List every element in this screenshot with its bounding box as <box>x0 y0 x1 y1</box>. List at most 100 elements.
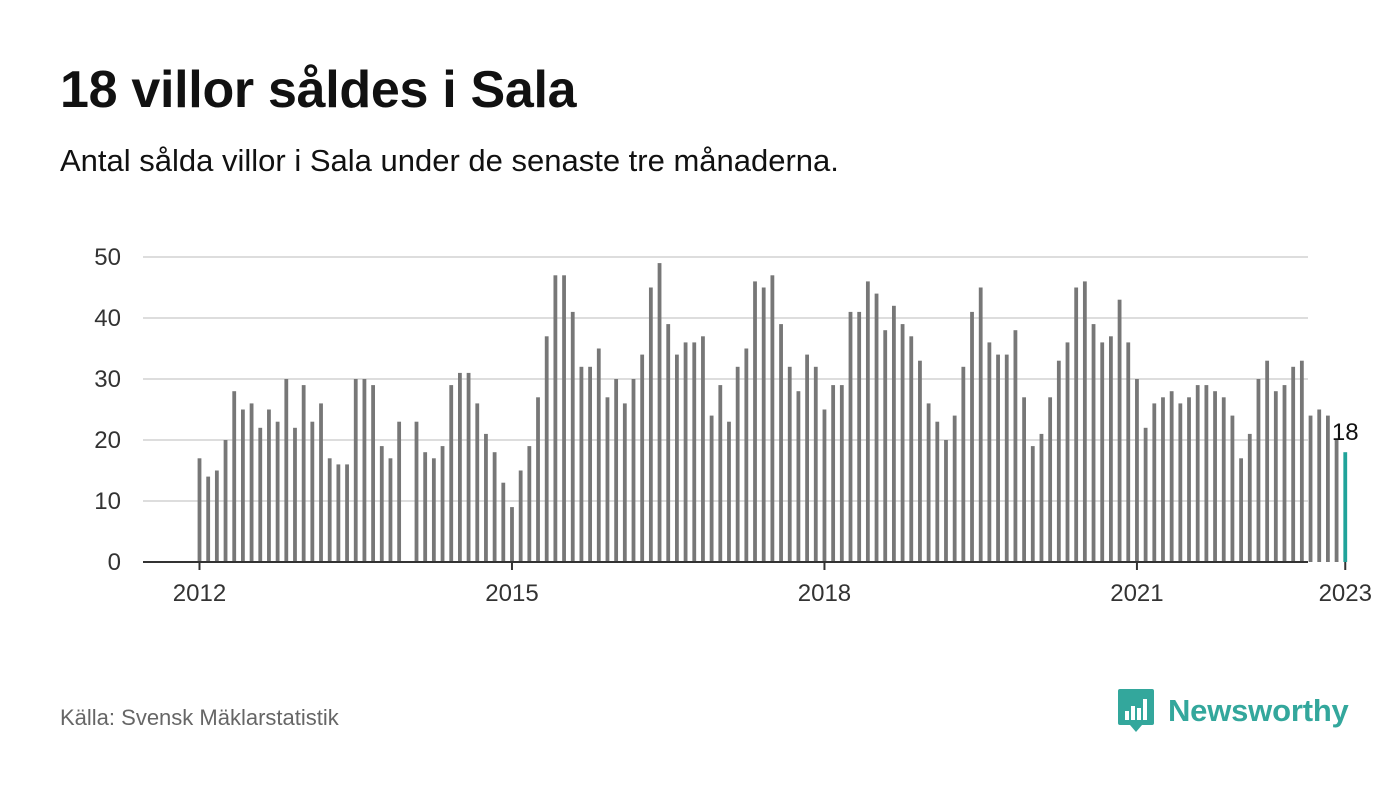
bar <box>232 391 237 562</box>
bar <box>813 366 818 562</box>
bar <box>1161 397 1165 562</box>
bar <box>397 421 402 562</box>
bar <box>336 464 341 562</box>
y-tick-label: 0 <box>108 549 121 576</box>
bar <box>562 275 566 562</box>
bar <box>1004 354 1009 562</box>
bar <box>735 366 740 562</box>
x-tick-label: 2021 <box>1110 580 1163 607</box>
bar <box>1308 415 1313 562</box>
bar <box>1256 379 1261 562</box>
bar-chart-speech-bubble-icon <box>1118 689 1154 732</box>
bar <box>1013 330 1018 562</box>
bar <box>214 470 219 562</box>
bar <box>241 409 245 562</box>
bar <box>544 336 549 562</box>
bar <box>249 403 254 562</box>
highlight-value-label: 18 <box>1332 419 1359 446</box>
bar <box>1048 397 1053 562</box>
bar <box>683 342 688 562</box>
bar <box>267 409 271 562</box>
data-labels: 18 <box>1332 419 1359 446</box>
bar <box>1195 385 1200 562</box>
bar <box>1065 342 1070 562</box>
bar-chart: 0 10 20 30 40 50 2012 2015 2018 2021 2023 18 <box>94 244 1372 607</box>
bar <box>805 354 809 562</box>
bar <box>501 482 506 562</box>
bar <box>223 440 228 562</box>
bar <box>1152 403 1157 562</box>
bar <box>310 421 315 562</box>
bar <box>892 305 896 562</box>
bar <box>909 336 914 562</box>
bar <box>1030 446 1035 562</box>
bar <box>796 391 801 562</box>
bars <box>197 263 1348 562</box>
bar <box>692 342 697 562</box>
x-tick-label: 2012 <box>173 580 226 607</box>
bar <box>579 366 584 562</box>
bar <box>518 470 523 562</box>
x-tick-label: 2015 <box>485 580 538 607</box>
bar <box>831 385 836 562</box>
bar <box>666 324 671 562</box>
bar <box>1022 397 1026 562</box>
bar <box>822 409 827 562</box>
bar <box>900 324 905 562</box>
bar <box>605 397 610 562</box>
bar <box>1135 379 1139 562</box>
bar <box>631 379 636 562</box>
bar <box>1282 385 1287 562</box>
bar <box>987 342 992 562</box>
bar <box>1082 281 1087 562</box>
y-tick-label: 40 <box>94 305 121 332</box>
y-tick-label: 20 <box>94 427 121 454</box>
highlight-bar <box>1343 452 1348 562</box>
bar <box>588 366 592 562</box>
bar <box>848 311 853 562</box>
bar <box>1187 397 1191 562</box>
bar <box>327 458 332 562</box>
bar <box>1326 415 1330 562</box>
newsworthy-logo: Newsworthy <box>1118 689 1349 733</box>
bar <box>458 372 462 562</box>
bar <box>1074 287 1079 562</box>
bar <box>1273 391 1278 562</box>
bar <box>787 366 792 562</box>
chart-title: 18 villor såldes i Sala <box>60 61 577 119</box>
y-tick-label: 10 <box>94 488 121 515</box>
bar <box>640 354 645 562</box>
y-axis-ticks: 0 10 20 30 40 50 <box>94 244 121 576</box>
bar <box>301 385 306 562</box>
bar <box>414 421 419 562</box>
bar <box>857 311 862 562</box>
bar <box>657 263 662 562</box>
bar <box>1126 342 1131 562</box>
bar <box>1265 360 1270 562</box>
bar <box>770 275 775 562</box>
bar <box>258 427 263 562</box>
bar <box>379 446 384 562</box>
bar <box>961 366 966 562</box>
bar <box>388 458 393 562</box>
bar <box>527 446 532 562</box>
bar <box>1039 433 1044 562</box>
bar <box>1117 299 1122 562</box>
bar <box>275 421 280 562</box>
bar <box>1178 403 1183 562</box>
bar <box>1204 385 1209 562</box>
bar <box>449 385 454 562</box>
bar <box>440 446 445 562</box>
bar <box>952 415 957 562</box>
bar <box>996 354 1000 562</box>
bar <box>744 348 749 562</box>
bar <box>596 348 601 562</box>
bar <box>1143 427 1148 562</box>
bar <box>536 397 540 562</box>
bar <box>1109 336 1113 562</box>
bar <box>1334 440 1339 562</box>
brand-name: Newsworthy <box>1168 693 1349 728</box>
bar <box>839 385 844 562</box>
bar <box>466 372 471 562</box>
y-tick-label: 50 <box>94 244 121 271</box>
